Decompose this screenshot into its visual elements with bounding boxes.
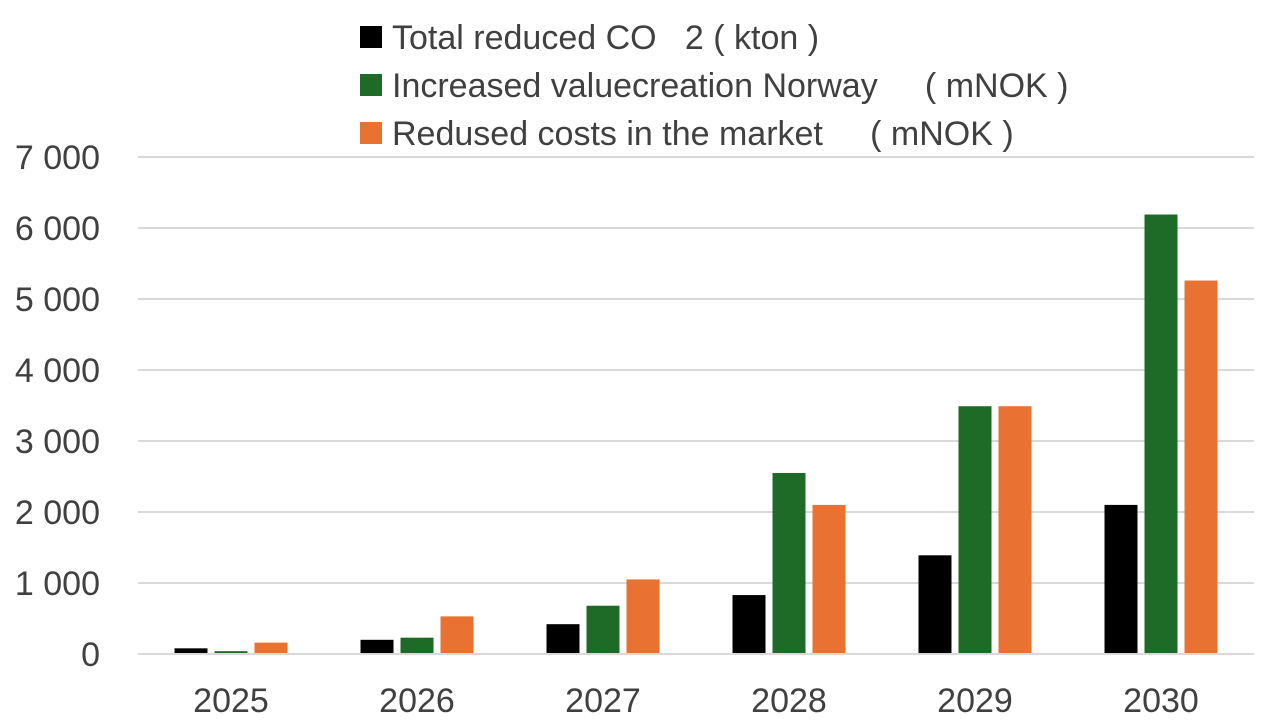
bar-series-2-2029: [998, 406, 1032, 654]
legend-label: Total reduced CO 2 ( kton ): [392, 19, 819, 57]
bar-series-2-2025: [254, 642, 288, 654]
bar-series-2-2027: [626, 579, 660, 654]
bar-series-1-2026: [400, 637, 434, 654]
bar-series-1-2030: [1144, 214, 1178, 654]
legend-swatch: [360, 122, 382, 144]
legend: Total reduced CO 2 ( kton ) Increased val…: [360, 19, 1068, 153]
legend-label: Increased valuecreation Norway ( mNOK ): [392, 67, 1068, 105]
legend-swatch: [360, 74, 382, 96]
bar-series-1-2027: [586, 605, 620, 654]
bar-series-1-2025: [214, 651, 248, 654]
x-axis: 2025 2026 2027 2028 2029 2030: [138, 653, 1254, 720]
bar-series-0-2028: [732, 595, 766, 654]
x-tick-label: 2025: [193, 682, 269, 720]
bar-series-2-2026: [440, 616, 474, 654]
y-tick-label: 6 000: [15, 210, 100, 248]
bar-series-0-2025: [174, 648, 208, 654]
gridlines: [138, 156, 1254, 655]
bar-series-1-2029: [958, 406, 992, 654]
y-tick-label: 1 000: [15, 565, 100, 603]
bar-series-0-2026: [360, 639, 394, 654]
bar-series-0-2030: [1104, 504, 1138, 654]
x-tick-label: 2028: [751, 682, 827, 720]
y-tick-label: 3 000: [15, 423, 100, 461]
bar-series-0-2027: [546, 624, 580, 654]
y-tick-label: 0: [81, 636, 100, 674]
bar-series-0-2029: [918, 555, 952, 654]
y-tick-label: 5 000: [15, 281, 100, 319]
x-tick-label: 2027: [565, 682, 641, 720]
x-tick-label: 2026: [379, 682, 455, 720]
bar-series-2-2028: [812, 504, 846, 654]
y-tick-label: 4 000: [15, 352, 100, 390]
legend-swatch: [360, 26, 382, 48]
bars: [174, 214, 1218, 654]
x-tick-label: 2030: [1123, 682, 1199, 720]
y-tick-label: 2 000: [15, 494, 100, 532]
y-tick-label: 7 000: [15, 139, 100, 177]
legend-label: Redused costs in the market ( mNOK ): [392, 115, 1014, 153]
bar-series-2-2030: [1184, 280, 1218, 654]
y-axis: 0 1 000 2 000 3 000 4 000 5 000 6 000 7 000: [15, 139, 100, 674]
bar-series-1-2028: [772, 472, 806, 654]
x-tick-label: 2029: [937, 682, 1013, 720]
